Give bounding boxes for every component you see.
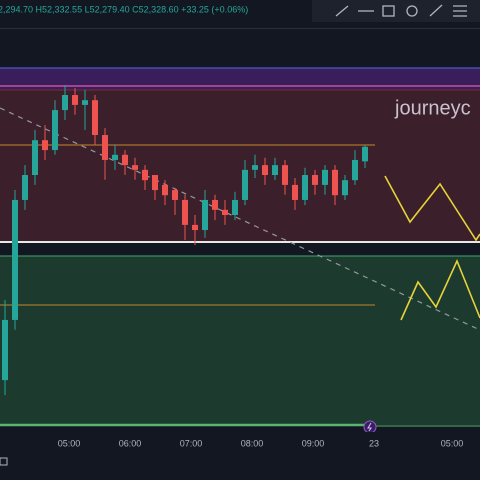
candle-body (292, 184, 298, 200)
purple-zone (0, 68, 480, 90)
event-icon-glyph (367, 422, 372, 432)
candle-body (132, 165, 138, 170)
circle-tool[interactable] (406, 5, 418, 17)
candle-body (92, 100, 98, 136)
candles (2, 85, 368, 396)
toolbar-icons[interactable] (335, 4, 467, 17)
candle-body (72, 95, 78, 105)
candle-body (232, 199, 238, 215)
separator (0, 28, 480, 29)
x-tick-label: 07:00 (180, 438, 203, 448)
candle-body (82, 100, 88, 105)
candle-body (22, 175, 28, 200)
candle-body (242, 169, 248, 200)
x-labels: 05:00 06:00 07:00 08:00 09:00 23 05:00 (58, 438, 464, 448)
ohlc-legend: 2,294.70 H52,332.55 L52,279.40 C52,328.6… (0, 4, 248, 14)
projection (384, 175, 480, 242)
x-tick-label: 08:00 (241, 438, 264, 448)
candle-body (332, 169, 338, 196)
candle-body (202, 199, 208, 231)
candle-body (32, 140, 38, 176)
candle-body (52, 110, 58, 151)
candle-body (222, 209, 228, 215)
candle-body (142, 169, 148, 181)
candle-body (62, 95, 68, 111)
candle-body (262, 165, 268, 176)
x-tick-label: 06:00 (119, 438, 142, 448)
settings-tool[interactable] (453, 5, 467, 17)
candle-body (42, 140, 48, 151)
candle-body (252, 165, 258, 170)
trendline-tool[interactable] (335, 5, 349, 17)
time-axis (0, 432, 480, 480)
resistance-zone (0, 90, 480, 242)
candle-body (172, 190, 178, 200)
candle-body (102, 135, 108, 160)
candle-body (272, 165, 278, 176)
candle-body (122, 154, 128, 166)
candle-body (192, 224, 198, 231)
support-zone (0, 256, 480, 425)
candle-body (2, 319, 8, 381)
x-tick-label: 09:00 (302, 438, 325, 448)
candle-body (282, 165, 288, 185)
brush-tool[interactable] (429, 4, 443, 17)
candle-body (212, 199, 218, 210)
candle-body (112, 154, 118, 160)
drawing-toolbar (312, 0, 480, 22)
x-tick-label: 05:00 (58, 438, 81, 448)
candle-body (362, 146, 368, 162)
trend-line (0, 107, 480, 331)
calendar-icon[interactable] (0, 457, 8, 466)
candle-body (182, 199, 188, 225)
candle-body (322, 169, 328, 185)
x-tick-label: 05:00 (441, 438, 464, 448)
candle-body (302, 175, 308, 200)
x-tick-label: 23 (369, 438, 379, 448)
event-icon[interactable] (363, 420, 377, 434)
rect-tool[interactable] (382, 5, 395, 17)
watermark: journeyc (394, 97, 471, 119)
candle-body (12, 199, 18, 320)
projection (400, 258, 480, 321)
candle-body (162, 184, 168, 196)
candle-body (312, 175, 318, 185)
candle-body (342, 180, 348, 196)
candle-body (152, 175, 158, 191)
candle-body (352, 159, 358, 181)
